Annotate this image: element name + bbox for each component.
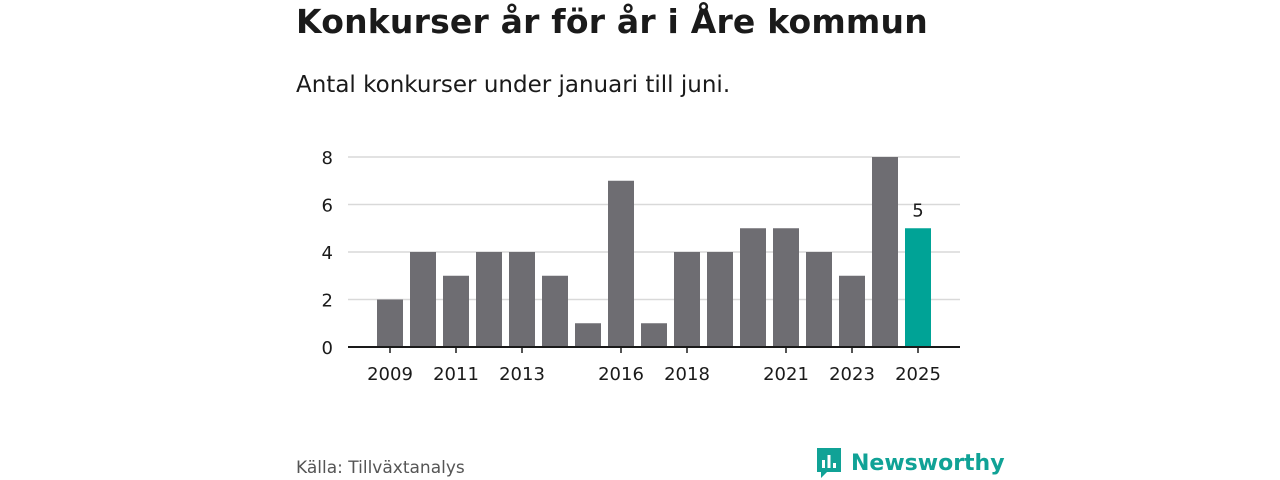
bar-2016 [608,180,634,347]
newsworthy-logo-icon [815,446,843,480]
bar-2015 [575,323,601,347]
x-tick-label: 2011 [433,364,479,385]
bar-2010 [410,252,436,347]
bar-2011 [443,275,469,347]
x-tick-label: 2013 [499,364,545,385]
source-note: Källa: Tillväxtanalys [296,458,465,478]
bars [348,157,960,348]
data-labels: 5 [912,200,923,221]
y-tick-label: 6 [322,196,333,217]
bar-2025 [905,228,931,347]
bar-2013 [509,252,535,347]
brand-name: Newsworthy [851,450,1005,476]
y-tick-label: 0 [322,338,333,359]
x-tick-label: 2021 [763,364,809,385]
x-tick-label: 2023 [829,364,875,385]
x-tick-label: 2025 [895,364,941,385]
chart-title: Konkurser år för år i Åre kommun [296,2,928,41]
y-tick-label: 4 [322,243,333,264]
bar-2018 [674,252,700,347]
x-tick-label: 2018 [664,364,710,385]
bar-2012 [476,252,502,347]
chart-subtitle: Antal konkurser under januari till juni. [296,72,731,98]
bar-2017 [641,323,667,347]
bar-2022 [806,252,832,347]
y-tick-label: 8 [322,148,333,169]
bar-2024 [872,157,898,347]
bar-chart: 0 2 4 6 8 5 2009 2011 2013 2016 2018 2021 2023 2025 [322,148,960,385]
y-tick-label: 2 [322,291,333,312]
newsworthy-logo[interactable]: Newsworthy [815,446,1005,480]
bar-2014 [542,275,568,347]
bar-2019 [707,252,733,347]
grid-lines [348,156,960,301]
bar-2020 [740,228,766,347]
y-axis-ticks: 0 2 4 6 8 [322,148,333,359]
data-label: 5 [912,200,923,221]
x-axis-ticks: 2009 2011 2013 2016 2018 2021 2023 2025 [367,347,941,385]
bar-2009 [377,299,403,347]
bar-2021 [773,228,799,347]
x-tick-label: 2009 [367,364,413,385]
bar-2023 [839,275,865,347]
x-tick-label: 2016 [598,364,644,385]
